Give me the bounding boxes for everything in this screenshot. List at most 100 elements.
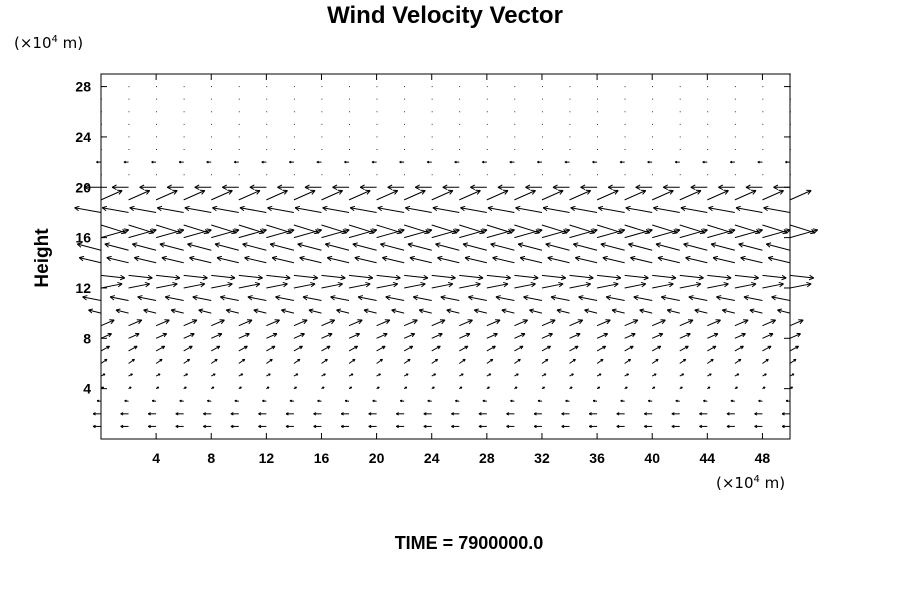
vector-arrowhead (753, 277, 759, 281)
vector-arrowhead (339, 190, 343, 195)
vector-arrow (459, 190, 481, 201)
vector-arrowhead (589, 232, 595, 235)
vector-arrowhead (220, 296, 225, 301)
vector-arrowhead (605, 296, 611, 301)
vector-arrowhead (510, 400, 513, 403)
vector-arrowhead (84, 184, 90, 188)
vector-arrowhead (189, 257, 194, 262)
vector-arrowhead (371, 228, 377, 231)
vector-arrowhead (147, 413, 151, 416)
vector-arrowhead (615, 277, 622, 281)
vector-arrowhead (468, 319, 473, 325)
vector-arrow (183, 224, 209, 234)
vector-arrow (294, 207, 322, 213)
vector-arrow (486, 224, 513, 234)
x-tick-label: 16 (314, 450, 330, 466)
vector-arrow (253, 309, 267, 314)
vector-arrowhead (322, 207, 327, 212)
vector-arrow (100, 190, 123, 201)
vector-arrowhead (462, 243, 468, 248)
vector-arrowhead (561, 425, 565, 429)
vector-arrowhead (172, 283, 178, 288)
vector-arrowhead (699, 232, 705, 235)
vector-arrow (762, 224, 788, 234)
vector-arrowhead (350, 205, 356, 209)
vector-arrowhead (269, 243, 275, 248)
vector-arrowhead (492, 257, 497, 262)
vector-arrow (501, 309, 515, 314)
vector-arrowhead (193, 319, 198, 325)
vector-arrow (514, 319, 528, 327)
vector-arrowhead (124, 400, 127, 403)
vector-arrow (211, 283, 233, 289)
vector-arrow (129, 207, 157, 213)
vector-arrowhead (302, 296, 308, 301)
vector-arrowhead (407, 243, 413, 248)
vector-arrowhead (380, 242, 386, 245)
vector-arrow (789, 190, 812, 201)
vector-arrow (514, 224, 540, 234)
vector-arrowhead (203, 232, 209, 235)
vector-arrow (514, 333, 526, 339)
vector-arrow (293, 345, 303, 352)
vector-arrowhead (101, 207, 107, 212)
vector-arrowhead (123, 228, 129, 231)
vector-arrow (679, 319, 694, 327)
vector-arrowhead (718, 184, 724, 188)
vector-arrow (789, 358, 797, 364)
vector-arrow (321, 283, 343, 289)
vector-arrow (653, 207, 680, 213)
vector-arrowhead (120, 425, 124, 429)
vector-arrow (100, 224, 127, 234)
vector-arrowhead (574, 257, 580, 262)
vector-arrowhead (216, 257, 222, 262)
vector-arrowhead (359, 184, 365, 188)
vector-arrowhead (531, 190, 536, 195)
vector-arrowhead (132, 242, 138, 245)
vector-arrowhead (655, 242, 661, 245)
vector-arrow (625, 207, 653, 213)
vector-arrowhead (147, 274, 153, 279)
vector-arrowhead (690, 186, 696, 190)
vector-arrow (596, 224, 623, 234)
vector-arrow (88, 309, 102, 314)
x-tick-label: 4 (152, 450, 160, 466)
vector-arrow (183, 358, 190, 364)
vector-arrowhead (175, 274, 181, 279)
vector-arrowhead (604, 333, 609, 338)
vector-arrowhead (111, 186, 117, 190)
vector-arrowhead (194, 186, 200, 190)
vector-arrowhead (556, 308, 562, 311)
vector-arrow (382, 257, 405, 264)
vector-arrowhead (440, 295, 446, 298)
vector-arrowhead (506, 413, 510, 416)
vector-arrowhead (537, 228, 543, 231)
vector-arrowhead (261, 161, 264, 164)
vector-arrowhead (111, 184, 117, 188)
vector-arrowhead (385, 295, 391, 298)
vector-arrowhead (396, 232, 402, 235)
vector-arrow (238, 274, 263, 279)
vector-arrowhead (730, 228, 736, 231)
x-tick-label: 28 (479, 450, 495, 466)
vector-arrowhead (161, 255, 167, 259)
vector-arrowhead (503, 283, 509, 288)
vector-arrow (762, 358, 769, 364)
vector-arrowhead (611, 308, 617, 311)
vector-arrowhead (505, 277, 511, 281)
vector-arrowhead (259, 228, 265, 234)
vector-arrowhead (166, 186, 172, 190)
vector-arrowhead (619, 161, 623, 164)
vector-arrow (431, 319, 446, 327)
vector-arrowhead (435, 242, 441, 245)
vector-arrowhead (468, 295, 474, 298)
vector-arrowhead (137, 296, 142, 301)
vector-arrowhead (272, 255, 278, 259)
vector-arrowhead (409, 257, 415, 262)
vector-arrow (128, 345, 138, 352)
vector-arrowhead (365, 283, 371, 288)
vector-arrowhead (88, 309, 93, 314)
vector-arrowhead (480, 228, 485, 234)
vector-arrowhead (584, 309, 589, 314)
vector-arrow (376, 333, 388, 339)
